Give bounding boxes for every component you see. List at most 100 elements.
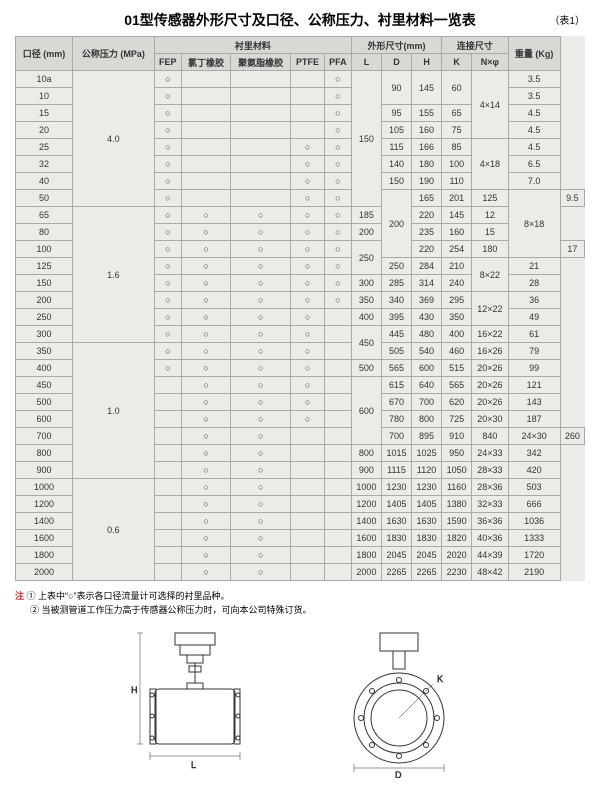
table-cell: 10a	[16, 71, 73, 88]
table-cell: ○	[231, 513, 291, 530]
table-cell: 2045	[381, 547, 411, 564]
table-cell: 8×22	[472, 258, 508, 292]
table-cell: ○	[231, 564, 291, 581]
table-cell: 32	[16, 156, 73, 173]
table-cell: ○	[324, 190, 351, 207]
table-cell: ○	[154, 71, 181, 88]
table-cell: ○	[231, 292, 291, 309]
table-cell: ○	[231, 309, 291, 326]
table-cell	[324, 445, 351, 462]
table-cell: 1405	[412, 496, 442, 513]
table-cell: 284	[412, 258, 442, 275]
table-cell	[154, 411, 181, 428]
table-cell: 3.5	[508, 88, 560, 105]
table-cell: 166	[412, 139, 442, 156]
table-cell: ○	[231, 394, 291, 411]
table-cell: ○	[324, 224, 351, 241]
table-cell	[291, 88, 325, 105]
table-cell: ○	[154, 343, 181, 360]
table-cell: 285	[381, 275, 411, 292]
table-cell	[154, 394, 181, 411]
table-cell: 1015	[381, 445, 411, 462]
table-cell: 400	[442, 326, 472, 343]
table-cell: 300	[351, 275, 381, 292]
table-cell: 1800	[16, 547, 73, 564]
table-cell	[181, 105, 230, 122]
table-cell: 1036	[508, 513, 560, 530]
table-cell: 1160	[442, 479, 472, 496]
table-cell: 4×14	[472, 71, 508, 139]
table-cell: 95	[381, 105, 411, 122]
table-cell: 1630	[412, 513, 442, 530]
table-cell: 140	[381, 156, 411, 173]
table-cell	[291, 530, 325, 547]
table-cell: 450	[16, 377, 73, 394]
th-ptfe: PTFE	[291, 54, 325, 71]
table-cell: 1800	[351, 547, 381, 564]
table-cell: 1200	[16, 496, 73, 513]
table-cell: 900	[351, 462, 381, 479]
table-cell: 28×36	[472, 479, 508, 496]
table-cell: ○	[154, 122, 181, 139]
table-cell: 1405	[381, 496, 411, 513]
table-cell: 17	[560, 241, 584, 258]
note-1: ① 上表中“○”表示各口径流量计可选择的衬里品种。	[27, 591, 230, 601]
table-cell: ○	[291, 394, 325, 411]
table-cell: 420	[508, 462, 560, 479]
table-row: 651.6○○○○○18522014512	[16, 207, 585, 224]
table-cell	[324, 462, 351, 479]
table-cell	[154, 479, 181, 496]
table-cell: 430	[412, 309, 442, 326]
th-fep: FEP	[154, 54, 181, 71]
table-cell: ○	[181, 326, 230, 343]
table-cell	[154, 462, 181, 479]
table-cell: 190	[412, 173, 442, 190]
table-cell: 250	[351, 241, 381, 275]
table-cell: 1200	[351, 496, 381, 513]
table-cell	[324, 547, 351, 564]
table-cell: ○	[324, 105, 351, 122]
table-cell	[291, 445, 325, 462]
table-cell: 342	[508, 445, 560, 462]
svg-text:H: H	[131, 685, 138, 695]
table-cell: 250	[381, 258, 411, 275]
table-cell: 180	[472, 241, 508, 258]
table-cell: 15	[16, 105, 73, 122]
table-cell	[291, 428, 325, 445]
table-cell: 155	[412, 105, 442, 122]
table-cell: 200	[381, 190, 411, 258]
table-cell: ○	[154, 360, 181, 377]
table-cell: 100	[16, 241, 73, 258]
table-cell: 185	[351, 207, 381, 224]
table-cell: 2230	[442, 564, 472, 581]
table-cell	[181, 139, 230, 156]
table-cell: 395	[381, 309, 411, 326]
table-cell: ○	[181, 394, 230, 411]
table-cell: 4×18	[472, 139, 508, 190]
table-cell	[324, 496, 351, 513]
table-cell: ○	[181, 224, 230, 241]
table-cell: 500	[351, 360, 381, 377]
table-cell: ○	[231, 428, 291, 445]
table-cell	[181, 71, 230, 88]
table-cell: 895	[412, 428, 442, 445]
table-cell: 445	[381, 326, 411, 343]
table-cell: ○	[291, 360, 325, 377]
table-cell	[291, 496, 325, 513]
table-cell: 201	[442, 190, 472, 207]
table-cell: ○	[231, 479, 291, 496]
table-cell	[181, 173, 230, 190]
table-cell: 800	[16, 445, 73, 462]
table-cell: 24×33	[472, 445, 508, 462]
table-cell: 80	[16, 224, 73, 241]
table-cell: ○	[181, 343, 230, 360]
th-lining-group: 衬里材料	[154, 37, 351, 54]
table-cell: 15	[472, 224, 508, 241]
table-cell: ○	[154, 139, 181, 156]
table-cell: 6.5	[508, 156, 560, 173]
table-cell: ○	[181, 241, 230, 258]
table-cell: 121	[508, 377, 560, 394]
table-cell: 640	[412, 377, 442, 394]
table-cell: 725	[442, 411, 472, 428]
table-cell	[291, 71, 325, 88]
